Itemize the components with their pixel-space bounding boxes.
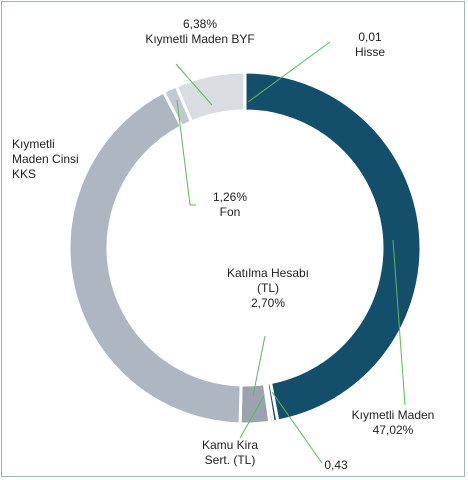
leader-line — [239, 395, 265, 439]
leader-line — [247, 41, 331, 103]
value-label: 0,01 — [358, 30, 382, 44]
value-label: 0,43 — [324, 458, 348, 472]
segment — [67, 89, 243, 426]
value-label: 6,38% — [182, 17, 218, 31]
segment — [243, 70, 423, 423]
data-label: Kamu Kira Sert. (TL) — [195, 438, 265, 468]
category-label: Hisse — [354, 45, 385, 59]
value-label: 2,70% — [250, 296, 286, 310]
data-label: Kıymetli Maden 47,02% — [343, 408, 443, 438]
data-label: Kıymetli Maden Cinsi KKS — [12, 137, 92, 182]
category-label: Katılma Hesabı (TL) — [226, 266, 310, 295]
data-label: 1,26% Fon — [200, 190, 260, 220]
leader-line — [271, 391, 323, 464]
category-label: Kıymetli Maden BYF — [145, 32, 255, 46]
data-label: 0,01 Hisse — [340, 30, 400, 60]
data-label: Katılma Hesabı (TL) 2,70% — [218, 266, 318, 311]
segment — [238, 381, 272, 426]
category-label: Kamu Kira Sert. (TL) — [201, 438, 259, 467]
data-label: 0,43 — [318, 458, 354, 473]
leader-line — [252, 335, 266, 397]
category-label: Fon — [219, 205, 241, 219]
category-label: Kıymetli Maden — [351, 408, 435, 422]
leader-line — [176, 99, 191, 206]
value-label: 1,26% — [212, 190, 248, 204]
category-label: Kıymetli Maden Cinsi KKS — [12, 137, 79, 181]
value-label: 47,02% — [372, 423, 414, 437]
leader-line — [175, 63, 213, 106]
data-label: 6,38% Kıymetli Maden BYF — [120, 17, 280, 47]
leader-line — [392, 239, 406, 406]
